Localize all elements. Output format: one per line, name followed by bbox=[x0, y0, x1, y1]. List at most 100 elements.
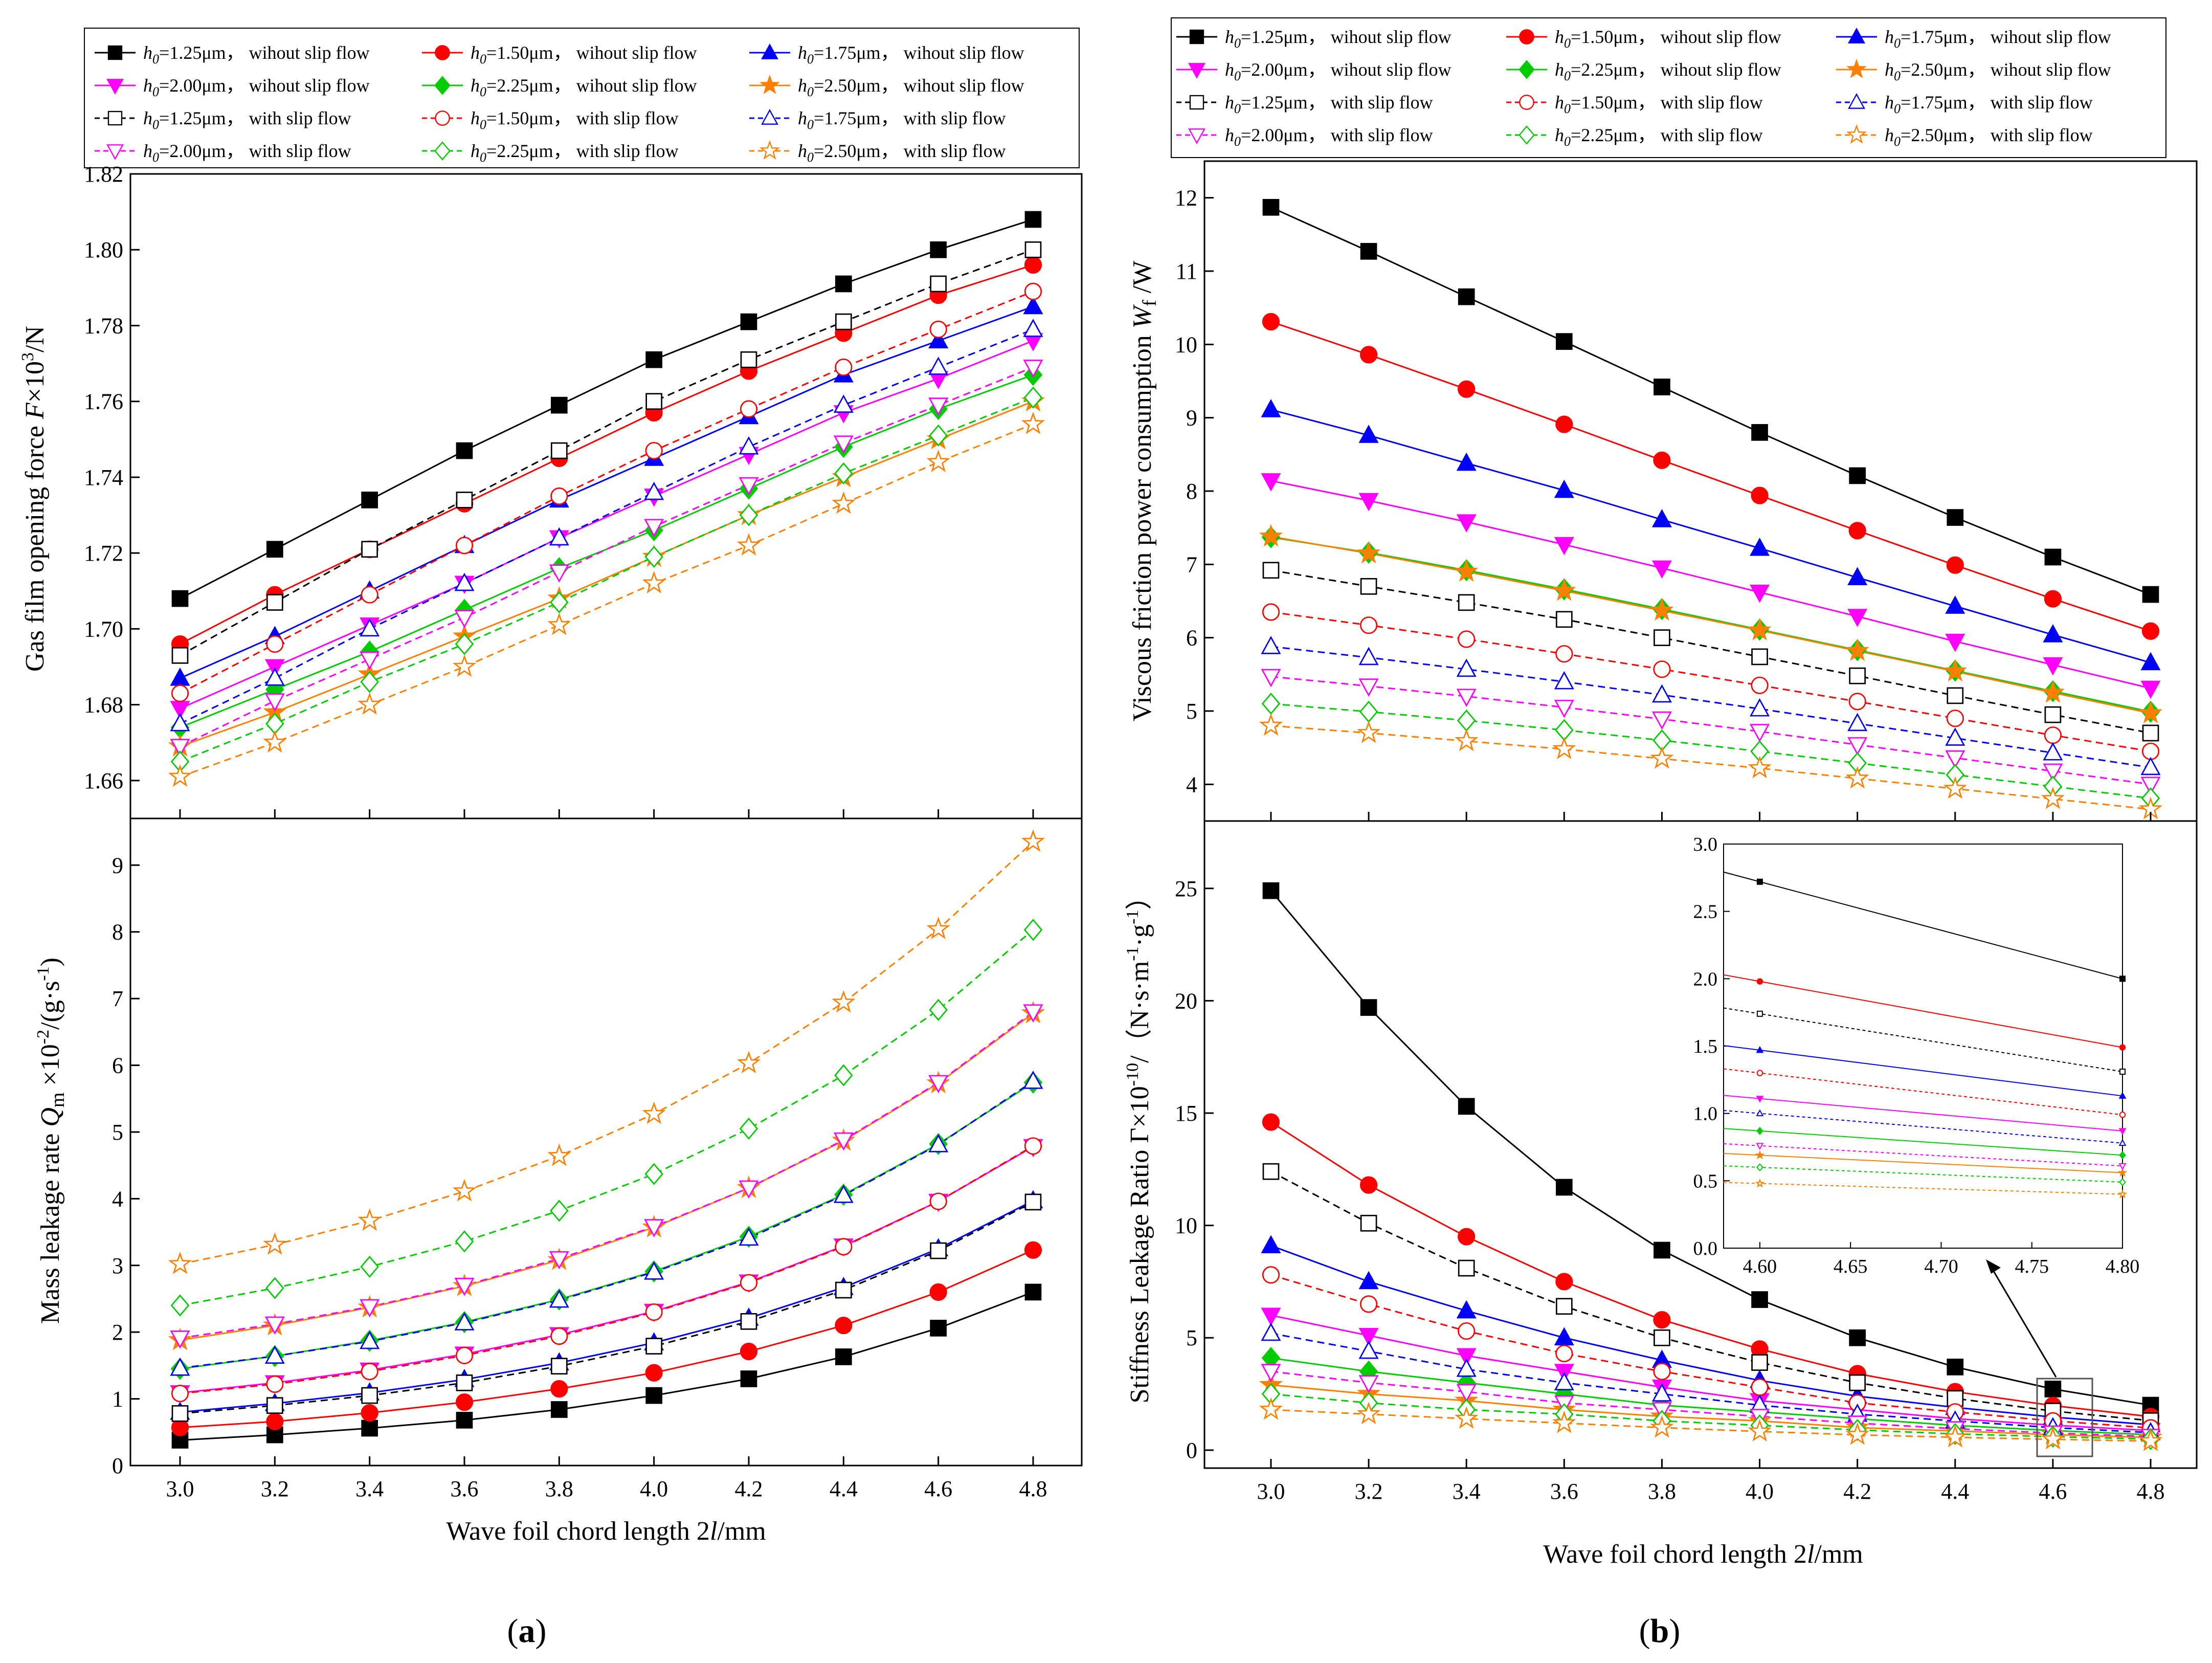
data-point bbox=[550, 396, 568, 414]
data-point bbox=[1751, 424, 1768, 441]
y-tick-label: 5 bbox=[1186, 699, 1197, 724]
data-point bbox=[1654, 1329, 1670, 1346]
legend-entry-label: h0=2.50μm， wihout slip flow bbox=[798, 75, 1024, 99]
legend-entry-label: h0=2.25μm， wihout slip flow bbox=[1555, 59, 1781, 83]
data-point bbox=[1845, 638, 1869, 661]
legend-swatch-marker bbox=[106, 144, 124, 161]
data-point bbox=[1024, 282, 1042, 300]
data-point bbox=[264, 1345, 285, 1364]
data-point bbox=[1261, 1364, 1281, 1382]
data-point bbox=[832, 990, 856, 1013]
data-point bbox=[1554, 479, 1574, 498]
y-tick-label: 8 bbox=[112, 920, 123, 945]
series-line bbox=[1270, 569, 2151, 734]
series-line bbox=[180, 1146, 1034, 1394]
data-point bbox=[1945, 633, 1965, 652]
legend-swatch-marker bbox=[435, 45, 450, 60]
data-point bbox=[740, 313, 757, 330]
inset-frame bbox=[1723, 844, 2123, 1249]
series-line bbox=[180, 1249, 1034, 1429]
data-point bbox=[930, 1242, 947, 1259]
series-line bbox=[1270, 1393, 2151, 1440]
inset-data-point bbox=[2118, 1139, 2127, 1146]
inset-y-tick-label: 2.0 bbox=[1693, 968, 1718, 990]
inset-data-point bbox=[1756, 978, 1763, 985]
data-point bbox=[1555, 1298, 1573, 1315]
inset-series-line bbox=[1723, 1165, 2123, 1183]
legend-entry-label: h0=1.50μm， wihout slip flow bbox=[471, 42, 697, 66]
data-point bbox=[834, 1064, 853, 1087]
series-line bbox=[1270, 611, 2151, 752]
data-point bbox=[833, 1185, 854, 1203]
legend-swatch-marker bbox=[435, 110, 450, 126]
data-point bbox=[2041, 786, 2065, 809]
legend-swatch-marker bbox=[1519, 95, 1534, 110]
data-point bbox=[644, 481, 664, 500]
data-point bbox=[170, 1357, 190, 1376]
data-point bbox=[1458, 288, 1475, 305]
data-point bbox=[1021, 411, 1045, 434]
series-line bbox=[180, 218, 1034, 600]
x-tick-label: 3.8 bbox=[1648, 1479, 1676, 1504]
data-point bbox=[1023, 919, 1043, 941]
data-point bbox=[2044, 590, 2062, 608]
data-point bbox=[1456, 1300, 1477, 1319]
data-point bbox=[170, 1331, 190, 1349]
inset-data-point bbox=[2119, 1112, 2126, 1118]
data-point bbox=[1651, 684, 1672, 703]
inset-data-point bbox=[1756, 1109, 1764, 1117]
series-line bbox=[1270, 703, 2151, 800]
data-point bbox=[456, 492, 473, 508]
x-tick-label: 3.4 bbox=[355, 1476, 384, 1501]
legend-b: h0=1.25μm， wihout slip flow h0=1.50μm， wi… bbox=[1171, 17, 2166, 158]
x-ticks-b: 3.0 3.2 3.4 3.6 3.8 4.0 4.2 4.4 4.6 4.8 bbox=[1257, 812, 2165, 1504]
legend-swatch-marker bbox=[1189, 29, 1204, 45]
data-point bbox=[456, 1374, 473, 1391]
legend-entry-label: h0=1.75μm， with slip flow bbox=[798, 108, 1006, 132]
y-tick-label: 20 bbox=[1175, 988, 1197, 1013]
data-point bbox=[1458, 594, 1475, 611]
data-point bbox=[1360, 1176, 1378, 1194]
data-point bbox=[360, 651, 380, 670]
data-point bbox=[1751, 1378, 1769, 1396]
data-point bbox=[1456, 452, 1477, 471]
data-point bbox=[1947, 1358, 1964, 1376]
series-line bbox=[1270, 409, 2151, 663]
plot-power: 4 5 6 7 8 9 10 11 12 bbox=[1175, 186, 2163, 819]
data-point bbox=[549, 564, 569, 583]
inset-data-point bbox=[2119, 1069, 2126, 1075]
data-point bbox=[550, 591, 569, 614]
data-point bbox=[1458, 1098, 1475, 1115]
series-line bbox=[180, 374, 1034, 728]
inset-data-point bbox=[1755, 1150, 1765, 1160]
data-point bbox=[1261, 669, 1281, 688]
x-tick-label: 3.8 bbox=[545, 1476, 573, 1501]
inset-data-point bbox=[1756, 1143, 1764, 1150]
x-tick-label: 4.8 bbox=[1019, 1476, 1047, 1501]
data-point bbox=[1360, 242, 1377, 260]
data-point bbox=[1358, 1328, 1379, 1346]
data-point bbox=[171, 590, 189, 607]
data-point bbox=[1024, 1193, 1042, 1211]
y-axis-label-leakage: Mass leakage rate Qm ×10-2/(g·s-1) bbox=[34, 958, 69, 1324]
data-point bbox=[360, 618, 380, 637]
data-point bbox=[1750, 537, 1770, 556]
legend-entry-label: h0=2.50μm， with slip flow bbox=[1885, 125, 2093, 149]
data-point bbox=[1847, 713, 1868, 731]
data-point bbox=[1849, 467, 1866, 484]
data-point bbox=[928, 357, 949, 375]
data-point bbox=[1651, 711, 1672, 730]
y-tick-label: 10 bbox=[1175, 332, 1197, 357]
data-point bbox=[2140, 757, 2161, 775]
data-point bbox=[740, 351, 757, 368]
data-point bbox=[739, 1180, 759, 1199]
data-point bbox=[833, 394, 854, 413]
data-point bbox=[1654, 379, 1670, 395]
legend-swatch-marker bbox=[1188, 63, 1205, 79]
data-point bbox=[1751, 648, 1768, 666]
data-point bbox=[1748, 756, 1772, 779]
data-point bbox=[549, 1289, 569, 1308]
series-line bbox=[1270, 1314, 2151, 1432]
data-point bbox=[1653, 1311, 1671, 1329]
data-point bbox=[168, 764, 192, 787]
